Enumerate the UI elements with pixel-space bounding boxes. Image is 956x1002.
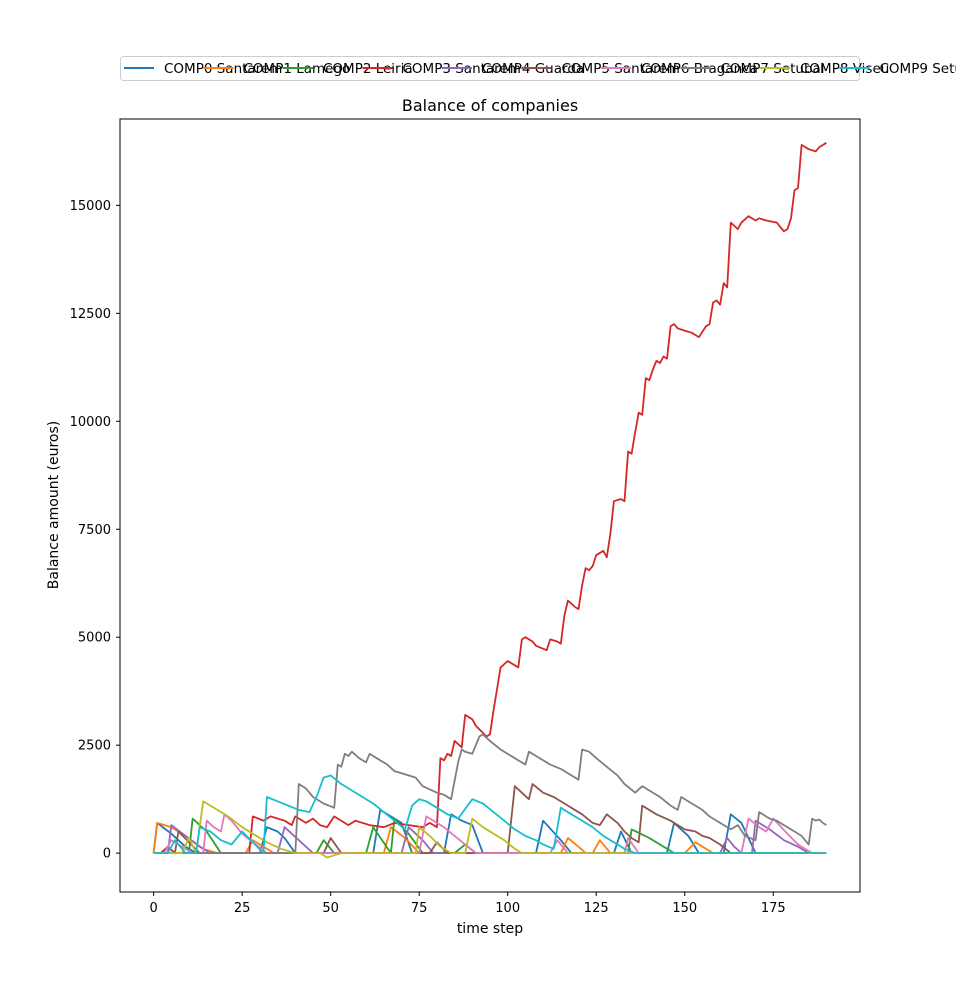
x-tick-label-5: 125 [584, 901, 609, 916]
y-tick-label-5: 12500 [70, 307, 111, 322]
y-tick-label-3: 7500 [78, 523, 111, 538]
chart-title: Balance of companies [402, 96, 578, 115]
x-tick-label-3: 75 [411, 901, 428, 916]
x-tick-label-6: 150 [672, 901, 697, 916]
y-tick-label-0: 0 [103, 847, 111, 862]
series-line-0 [152, 809, 827, 854]
y-tick-label-2: 5000 [78, 631, 111, 646]
x-axis-label: time step [457, 921, 523, 937]
plot-area [152, 142, 827, 859]
series-line-2 [153, 817, 827, 854]
series-line-9 [153, 774, 827, 854]
x-tick-label-2: 50 [322, 901, 339, 916]
y-axis-label: Balance amount (euros) [46, 421, 62, 589]
x-axis: 0 25 50 75 100 125 150 175 [149, 892, 786, 916]
y-tick-label-1: 2500 [78, 739, 111, 754]
x-tick-label-1: 25 [234, 901, 251, 916]
legend-label-9: COMP9 Setubal [880, 61, 956, 77]
series-line-3 [153, 142, 827, 854]
y-tick-label-6: 15000 [70, 199, 111, 214]
series-line-7 [153, 733, 827, 854]
series-line-4 [153, 819, 827, 854]
x-tick-label-4: 100 [495, 901, 520, 916]
series-line-8 [153, 800, 827, 859]
series-line-5 [153, 783, 827, 854]
y-tick-label-4: 10000 [70, 415, 111, 430]
y-axis: 0 2500 5000 7500 10000 12500 15000 [70, 199, 120, 862]
x-tick-label-0: 0 [149, 901, 157, 916]
x-tick-label-7: 175 [761, 901, 786, 916]
plot-frame [119, 118, 861, 893]
series-line-6 [153, 813, 827, 854]
